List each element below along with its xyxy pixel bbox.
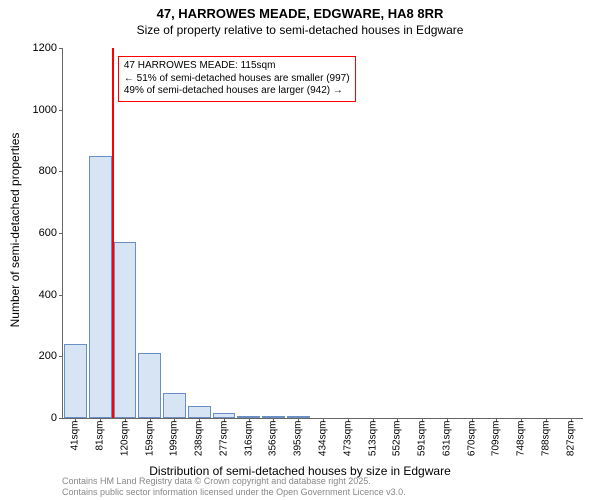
marker-line [112, 48, 114, 418]
x-tick-label: 277sqm [218, 421, 229, 457]
histogram-bar [89, 156, 112, 418]
histogram-bar [138, 353, 161, 418]
x-tick-label: 552sqm [392, 421, 403, 457]
annotation-box: 47 HARROWES MEADE: 115sqm← 51% of semi-d… [118, 56, 356, 102]
x-tick-label: 199sqm [169, 421, 180, 457]
y-tick-mark [59, 171, 63, 172]
x-tick-label: 41sqm [70, 421, 81, 451]
y-tick-label: 600 [15, 227, 57, 239]
y-tick-mark [59, 295, 63, 296]
plot-region: 02004006008001000120041sqm81sqm120sqm159… [62, 48, 583, 419]
annotation-line: ← 51% of semi-detached houses are smalle… [124, 73, 350, 86]
chart-title-sub: Size of property relative to semi-detach… [0, 23, 600, 37]
y-tick-label: 800 [15, 165, 57, 177]
histogram-bar [237, 416, 260, 418]
x-tick-label: 120sqm [119, 421, 130, 457]
y-tick-mark [59, 356, 63, 357]
x-tick-label: 631sqm [441, 421, 452, 457]
annotation-line: 47 HARROWES MEADE: 115sqm [124, 60, 350, 73]
y-tick-label: 400 [15, 289, 57, 301]
x-tick-label: 159sqm [144, 421, 155, 457]
x-tick-label: 513sqm [367, 421, 378, 457]
x-tick-label: 316sqm [243, 421, 254, 457]
x-tick-label: 81sqm [95, 421, 106, 451]
y-tick-label: 200 [15, 350, 57, 362]
x-tick-label: 591sqm [417, 421, 428, 457]
histogram-bar [64, 344, 87, 418]
histogram-bar [213, 413, 236, 418]
x-tick-label: 748sqm [516, 421, 527, 457]
chart-title-block: 47, HARROWES MEADE, EDGWARE, HA8 8RR Siz… [0, 0, 600, 37]
x-tick-label: 788sqm [540, 421, 551, 457]
histogram-bar [114, 242, 137, 418]
chart-area: 02004006008001000120041sqm81sqm120sqm159… [62, 48, 582, 418]
y-tick-label: 1000 [15, 104, 57, 116]
histogram-bar [188, 406, 211, 418]
x-tick-label: 709sqm [491, 421, 502, 457]
x-tick-label: 238sqm [194, 421, 205, 457]
histogram-bar [287, 416, 310, 418]
y-tick-label: 1200 [15, 42, 57, 54]
histogram-bar [262, 416, 285, 418]
x-tick-label: 395sqm [293, 421, 304, 457]
y-tick-mark [59, 418, 63, 419]
x-tick-label: 670sqm [466, 421, 477, 457]
y-tick-mark [59, 48, 63, 49]
x-tick-label: 473sqm [342, 421, 353, 457]
y-tick-mark [59, 110, 63, 111]
x-tick-label: 434sqm [318, 421, 329, 457]
footer-attribution: Contains HM Land Registry data © Crown c… [62, 476, 406, 498]
x-tick-label: 827sqm [565, 421, 576, 457]
y-tick-label: 0 [15, 412, 57, 424]
x-tick-label: 356sqm [268, 421, 279, 457]
footer-line2: Contains public sector information licen… [62, 487, 406, 498]
y-tick-mark [59, 233, 63, 234]
footer-line1: Contains HM Land Registry data © Crown c… [62, 476, 406, 487]
histogram-bar [163, 393, 186, 418]
chart-title-main: 47, HARROWES MEADE, EDGWARE, HA8 8RR [0, 6, 600, 21]
annotation-line: 49% of semi-detached houses are larger (… [124, 85, 350, 98]
